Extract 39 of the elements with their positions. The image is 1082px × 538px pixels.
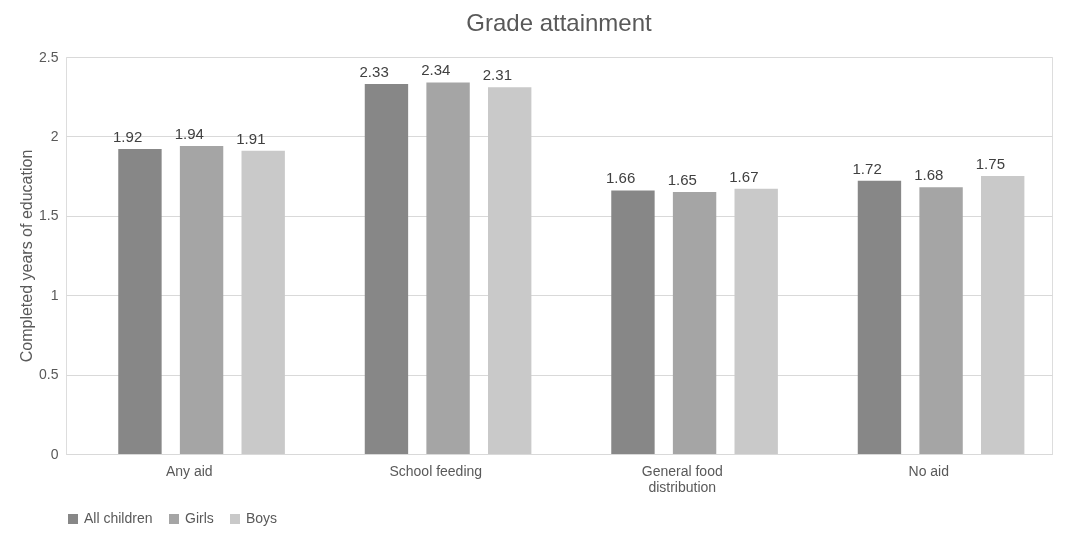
bar: [426, 82, 470, 454]
y-tick-label: 0.5: [39, 366, 59, 383]
bar: [118, 149, 162, 454]
legend-label: Boys: [246, 510, 278, 526]
bar: [857, 180, 902, 454]
bar: [981, 176, 1025, 454]
bar: [919, 187, 963, 454]
y-tick-label: 1.5: [39, 207, 59, 224]
bar: [241, 150, 285, 454]
data-label: 1.68: [914, 166, 944, 184]
legend-label: All children: [84, 510, 153, 526]
x-tick-label: Any aid: [165, 462, 213, 479]
y-tick-label: 2.5: [39, 48, 59, 65]
data-label: 2.34: [421, 61, 451, 79]
y-axis-title: Completed years of education: [18, 149, 36, 363]
bar: [734, 188, 778, 454]
data-label: 2.31: [482, 66, 512, 84]
x-tick-label: School feeding: [389, 462, 483, 479]
data-label: 2.33: [359, 63, 389, 80]
data-label: 1.91: [236, 129, 266, 147]
legend-label: Girls: [185, 510, 214, 526]
data-label: 1.67: [729, 167, 759, 185]
data-label: 1.92: [113, 128, 143, 146]
bar: [488, 87, 532, 454]
bar: [364, 84, 409, 454]
x-tick-label: General food distribution: [641, 462, 723, 495]
y-tick-label: 1: [50, 286, 59, 303]
bar: [672, 191, 717, 454]
y-tick-label: 0: [50, 445, 59, 462]
chart-title: Grade attainment: [466, 9, 653, 36]
y-tick-label: 2: [50, 127, 59, 144]
bar: [179, 145, 224, 454]
x-tick-label: No aid: [908, 462, 949, 479]
data-label: 1.66: [606, 169, 636, 187]
data-label: 1.75: [975, 155, 1005, 173]
data-label: 1.65: [667, 170, 697, 188]
data-label: 1.94: [174, 124, 204, 142]
bar: [611, 190, 655, 454]
data-label: 1.72: [852, 159, 882, 177]
